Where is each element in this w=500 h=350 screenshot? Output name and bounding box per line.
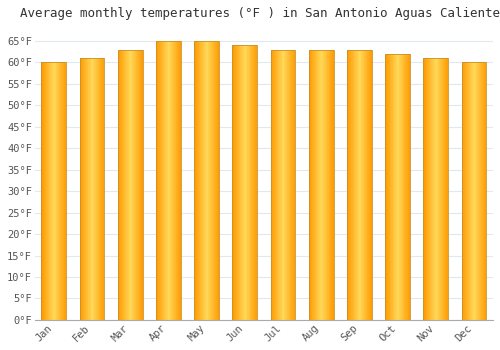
Title: Average monthly temperatures (°F ) in San Antonio Aguas Calientes: Average monthly temperatures (°F ) in Sa… (20, 7, 500, 20)
